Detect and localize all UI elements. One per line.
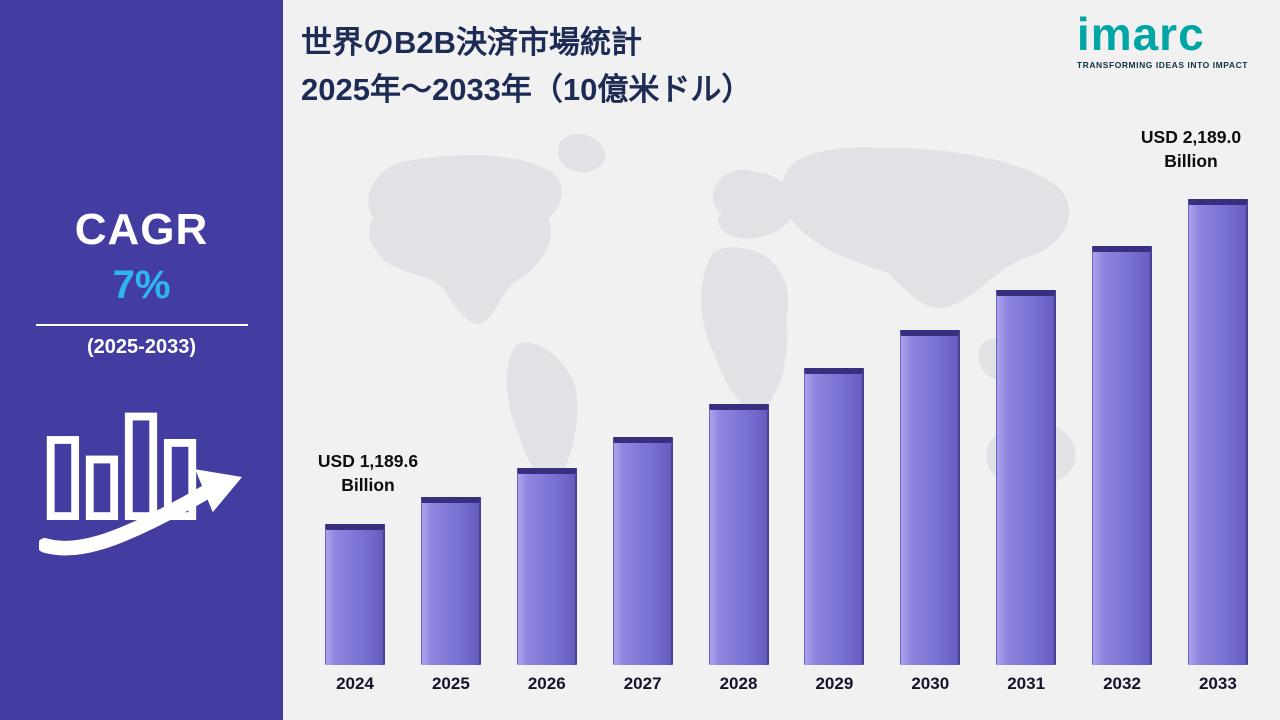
x-axis-label: 2032 [1103,674,1141,693]
cagr-label: CAGR [74,205,209,254]
bar-2031 [996,290,1057,665]
x-axis-label: 2026 [527,674,566,693]
x-axis-label: 2028 [719,674,758,693]
imarc-logo-text: imarc [1076,8,1205,60]
chart-title-line2: 2025年～2033年（10億米ドル） [301,71,753,107]
divider [35,324,248,326]
last-bar-value-line2: Billion [1164,150,1218,171]
x-axis-label: 2024 [336,674,374,693]
x-axis-label: 2027 [623,674,662,693]
bar-column: 2025 [420,497,481,694]
bar-chart: 2024 2025 2026 2027 2028 2029 2030 2031 2032 2033 [325,199,1248,694]
chart-panel: 世界のB2B決済市場統計 2025年～2033年（10億米ドル） imarc T… [283,0,1280,720]
chart-title-line1: 世界のB2B決済市場統計 [301,25,643,60]
bar-column: 2032 [1092,246,1152,694]
bar-2025 [420,497,481,665]
bar-column: 2031 [996,290,1057,694]
sidebar: CAGR 7% (2025-2033) [0,0,283,720]
imarc-logo-tagline: TRANSFORMING IDEAS INTO IMPACT [1076,60,1248,71]
bar-2033 [1187,199,1248,665]
last-bar-value-line1: USD 2,189.0 [1140,127,1242,147]
cagr-period: (2025-2033) [87,336,196,358]
x-axis-label: 2025 [431,674,470,693]
x-axis-label: 2029 [815,674,854,693]
bar-column: 2026 [516,468,577,694]
bar-2030 [900,330,961,665]
bar-column: 2033 [1187,199,1248,694]
bar-column: 2024 [325,524,385,694]
bar-column: 2028 [708,404,769,694]
x-axis-label: 2030 [911,674,950,693]
first-bar-value-line1: USD 1,189.6 [317,451,419,471]
first-bar-value-line2: Billion [341,474,395,495]
chart-title: 世界のB2B決済市場統計 2025年～2033年（10億米ドル） [301,20,752,113]
bar-2027 [612,437,673,665]
bar-2028 [708,404,769,665]
bar-column: 2027 [612,437,673,694]
bar-column: 2029 [804,368,865,694]
bar-2032 [1092,246,1152,665]
imarc-logo: imarc TRANSFORMING IDEAS INTO IMPACT [1076,8,1248,71]
bar-2024 [325,524,385,665]
last-bar-value-label: USD 2,189.0 Billion [1121,126,1261,173]
x-axis-label: 2031 [1007,674,1046,693]
first-bar-value-label: USD 1,189.6 Billion [298,450,438,497]
bar-2026 [516,468,577,665]
x-axis-label: 2033 [1198,674,1237,693]
growth-chart-icon [0,397,283,567]
cagr-value: 7% [112,263,171,307]
bar-2029 [804,368,865,665]
bar-column: 2030 [900,330,961,694]
